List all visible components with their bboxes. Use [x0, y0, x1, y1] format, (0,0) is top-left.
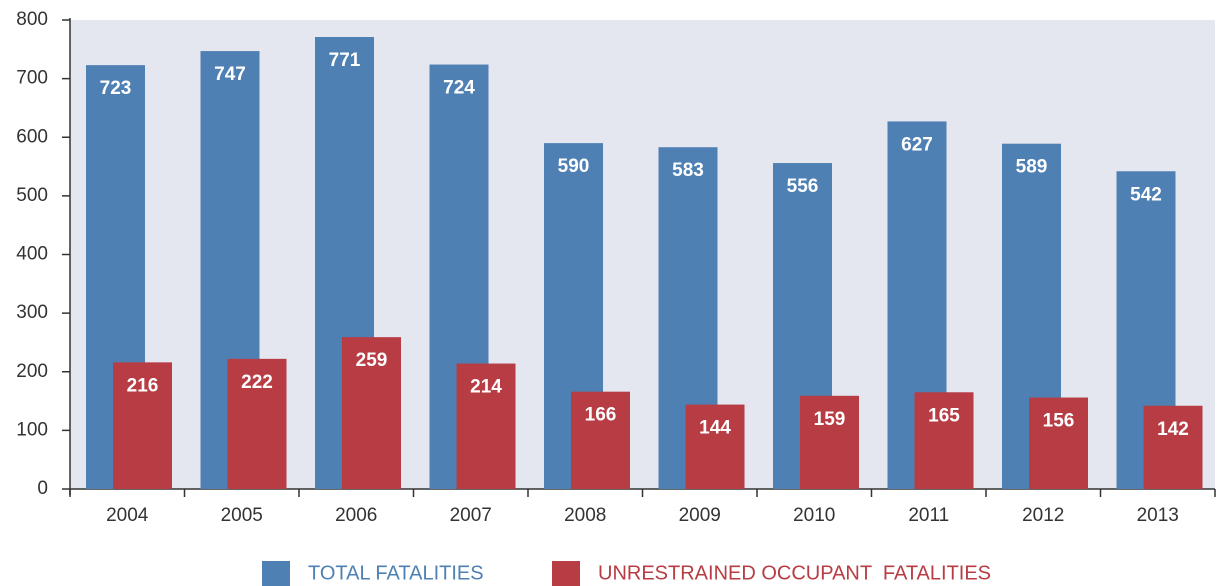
value-label: 590: [558, 156, 590, 177]
y-tick-label: 400: [16, 244, 48, 265]
y-tick-label: 600: [16, 126, 48, 147]
value-label: 214: [470, 377, 502, 398]
bar: [113, 362, 172, 489]
bar: [685, 404, 745, 489]
x-tick-label: 2012: [1022, 505, 1064, 526]
value-label: 771: [329, 50, 361, 71]
bar: [800, 395, 859, 489]
legend-swatch: [552, 561, 580, 586]
x-tick-label: 2009: [679, 505, 721, 526]
x-tick-label: 2006: [335, 505, 377, 526]
value-label: 724: [443, 78, 475, 99]
value-label: 747: [214, 64, 246, 85]
value-label: 216: [127, 375, 159, 396]
x-tick-label: 2007: [450, 505, 492, 526]
y-tick-label: 200: [16, 361, 48, 382]
value-label: 142: [1157, 419, 1189, 440]
legend-label: UNRESTRAINED OCCUPANT FATALITIES: [598, 562, 991, 584]
x-tick-label: 2008: [564, 505, 606, 526]
value-label: 627: [901, 134, 933, 155]
value-label: 156: [1043, 411, 1075, 432]
y-tick-label: 0: [37, 478, 48, 499]
y-tick-label: 500: [16, 185, 48, 206]
value-label: 589: [1016, 157, 1048, 178]
value-label: 144: [699, 418, 731, 439]
value-label: 165: [928, 405, 960, 426]
x-tick-label: 2005: [221, 505, 263, 526]
y-tick-label: 800: [16, 9, 48, 30]
value-label: 166: [585, 405, 617, 426]
y-tick-label: 700: [16, 68, 48, 89]
x-tick-label: 2010: [793, 505, 835, 526]
value-label: 159: [814, 409, 846, 430]
x-tick-label: 2004: [106, 505, 149, 526]
value-label: 259: [356, 350, 388, 371]
y-tick-label: 100: [16, 419, 48, 440]
bar: [571, 391, 630, 489]
value-label: 222: [241, 372, 273, 393]
legend-swatch: [262, 561, 290, 586]
bar: [1143, 405, 1203, 489]
bar: [342, 337, 401, 489]
x-tick-label: 2013: [1137, 505, 1179, 526]
value-label: 723: [100, 78, 132, 99]
value-label: 583: [672, 160, 704, 181]
x-tick-label: 2011: [908, 505, 949, 526]
y-tick-label: 300: [16, 302, 48, 323]
bar: [456, 363, 516, 489]
value-label: 556: [787, 176, 819, 197]
value-label: 542: [1130, 184, 1162, 205]
legend-label: TOTAL FATALITIES: [308, 562, 484, 584]
bar: [914, 392, 974, 489]
bar: [1029, 397, 1088, 489]
bar: [227, 358, 287, 489]
